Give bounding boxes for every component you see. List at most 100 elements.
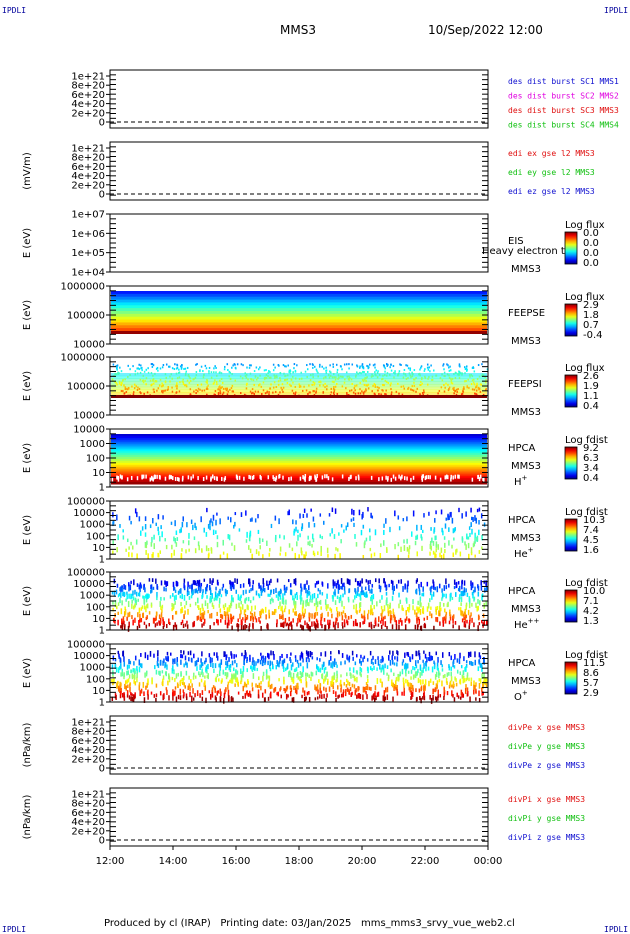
- y-tick-label: 6e+20: [71, 736, 105, 747]
- y-tick-label: 100: [86, 602, 105, 613]
- colorbar-tick-label: 0.7: [583, 320, 599, 331]
- species-label: O+: [514, 689, 528, 703]
- y-axis-label: E (eV): [22, 300, 33, 330]
- colorbar-title: Log fdist: [565, 650, 608, 661]
- colorbar-tick-label: 1.3: [583, 616, 599, 627]
- legend-entry: des dist burst SC1 MMS1: [508, 77, 619, 86]
- colorbar-title: Log fdist: [565, 435, 608, 446]
- y-axis-label: (nPa/km): [22, 795, 33, 840]
- colorbar-tick-label: 1.8: [583, 310, 599, 321]
- y-tick-label: 1000: [80, 439, 105, 450]
- colorbar-tick-label: -0.4: [583, 330, 603, 341]
- y-tick-label: 1: [99, 626, 105, 637]
- overlay-text: Heavy electron to: [482, 246, 571, 257]
- y-tick-label: 1000: [80, 663, 105, 674]
- colorbar-tick-label: 0.4: [583, 401, 599, 412]
- colorbar-tick-label: 10.3: [583, 515, 605, 526]
- species-charge: ++: [528, 617, 540, 625]
- legend-entry: des dist burst SC2 MMS2: [508, 92, 619, 101]
- legend-entry: des dist burst SC3 MMS3: [508, 106, 619, 115]
- y-tick-label: 0: [99, 190, 105, 201]
- y-tick-label: 0: [99, 836, 105, 847]
- instrument-label: FEEPSE: [508, 308, 545, 319]
- y-tick-label: 1e+21: [71, 718, 105, 729]
- y-tick-label: 1e+07: [71, 210, 105, 221]
- panel-feepsi: 1000000 100000 10000 E (eV) FEEPSI MMS3 Log fl…: [22, 353, 605, 422]
- y-tick-label: 100000: [67, 382, 105, 393]
- y-axis-label: (nPa/km): [22, 723, 33, 768]
- y-tick-label: 4e+20: [71, 171, 105, 182]
- panel-frame: [109, 715, 489, 775]
- colorbar-tick-label: 0.0: [583, 258, 599, 269]
- colorbar: [564, 661, 578, 695]
- y-tick-label: 1e+21: [71, 790, 105, 801]
- spacecraft-title: MMS3: [280, 23, 316, 37]
- y-tick-label: 10000: [73, 579, 105, 590]
- x-axis: 12:00 14:00 16:00 18:00 20:00 22:00 00:00: [96, 846, 502, 867]
- colorbar-tick-label: 1.1: [583, 391, 599, 402]
- y-tick-label: 10000: [73, 411, 105, 422]
- y-axis-label: E (eV): [22, 371, 33, 401]
- x-tick-label: 22:00: [411, 856, 440, 867]
- colorbar-tick-label: 0.0: [583, 248, 599, 259]
- colorbar-tick-label: 2.9: [583, 688, 599, 699]
- y-axis-label: E (eV): [22, 515, 33, 545]
- panel-frame: [109, 213, 489, 273]
- y-tick-label: 4e+20: [71, 817, 105, 828]
- y-tick-label: 1e+05: [71, 248, 105, 259]
- species-label: H+: [514, 474, 528, 488]
- colorbar-tick-label: 8.6: [583, 668, 599, 679]
- legend-entry: edi ex gse l2 MMS3: [508, 149, 595, 158]
- legend-entry: des dist burst SC4 MMS4: [508, 121, 619, 130]
- colorbar-tick-label: 7.1: [583, 596, 599, 607]
- y-axis-label: E (eV): [22, 658, 33, 688]
- spacecraft-label: MMS3: [511, 407, 541, 418]
- instrument-label: FEEPSI: [508, 379, 542, 390]
- species-label: He+: [514, 546, 534, 560]
- y-tick-label: 1000: [80, 520, 105, 531]
- panel-hpca-h: 10000 1000 100 10 1 E (eV) HPCA MMS3 H+ Log fdist…: [22, 425, 608, 494]
- x-tick-label: 20:00: [348, 856, 377, 867]
- x-tick-label: 12:00: [96, 856, 125, 867]
- y-tick-label: 1e+21: [71, 72, 105, 83]
- footer-printing: Printing date: 03/Jan/2025: [220, 918, 352, 929]
- panel-frame: [109, 141, 489, 201]
- legend-entry: divPi x gse MMS3: [508, 795, 585, 804]
- y-tick-label: 100: [86, 531, 105, 542]
- colorbar: [564, 589, 578, 623]
- species-charge: +: [528, 546, 534, 554]
- panel-frame: [109, 787, 489, 847]
- y-tick-label: 1: [99, 483, 105, 494]
- spacecraft-label: MMS3: [511, 336, 541, 347]
- legend-entry: divPi z gse MMS3: [508, 833, 585, 842]
- corner-label-bottom-right: IPDLI: [604, 925, 629, 934]
- instrument-label: EIS: [508, 236, 524, 247]
- y-tick-label: 8e+20: [71, 727, 105, 738]
- corner-label-top-right: IPDLI: [604, 6, 629, 15]
- y-tick-label: 10: [92, 468, 105, 479]
- y-tick-label: 4e+20: [71, 745, 105, 756]
- colorbar-tick-label: 1.9: [583, 381, 599, 392]
- y-tick-label: 10000: [73, 508, 105, 519]
- x-tick-label: 14:00: [159, 856, 188, 867]
- instrument-label: HPCA: [508, 586, 536, 597]
- species-charge: +: [522, 474, 528, 482]
- colorbar-tick-label: 7.4: [583, 525, 599, 536]
- y-tick-label: 100000: [67, 640, 105, 651]
- y-tick-label: 100: [86, 454, 105, 465]
- legend-entry: divPi y gse MMS3: [508, 814, 585, 823]
- y-tick-label: 2e+20: [71, 108, 105, 119]
- corner-label-top-left: IPDLI: [2, 6, 27, 15]
- legend-entry: divPe x gse MMS3: [508, 723, 585, 732]
- colorbar-tick-label: 1.6: [583, 545, 599, 556]
- y-tick-label: 100000: [67, 497, 105, 508]
- colorbar: [564, 231, 578, 265]
- panel-frame: [109, 69, 489, 129]
- spacecraft-label: MMS3: [511, 533, 541, 544]
- colorbar-title: Log flux: [565, 220, 605, 231]
- colorbar-tick-label: 2.9: [583, 300, 599, 311]
- legend-entry: divPe y gse MMS3: [508, 742, 585, 751]
